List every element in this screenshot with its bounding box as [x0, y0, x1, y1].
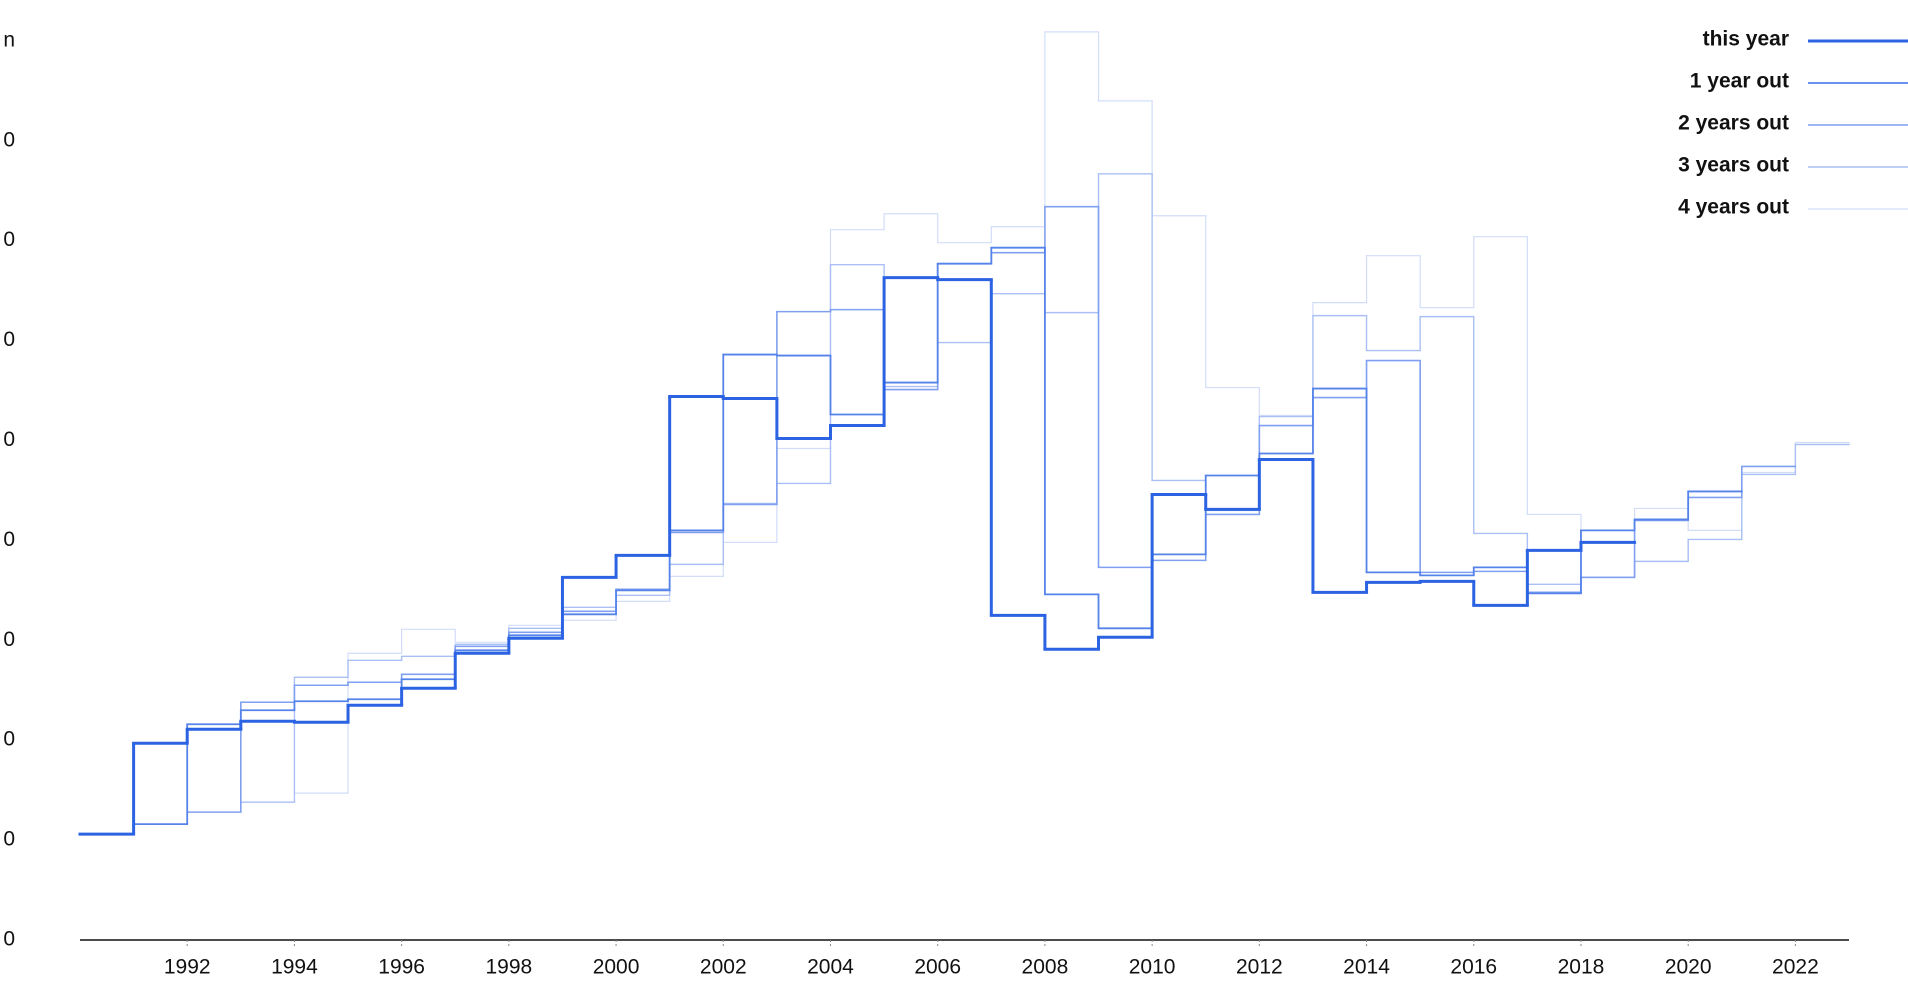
- y-tick-label: 0: [3, 928, 15, 951]
- x-tick-label: 2002: [700, 956, 747, 979]
- x-tick-label: 2018: [1558, 956, 1605, 979]
- legend-label: 2 years out: [1678, 112, 1789, 135]
- x-tick-label: 1994: [271, 956, 318, 979]
- x-tick-label: 2020: [1665, 956, 1712, 979]
- x-tick-label: 2010: [1129, 956, 1176, 979]
- y-tick-label: 0: [3, 828, 15, 851]
- x-tick-label: 2014: [1343, 956, 1390, 979]
- x-tick-label: 1996: [378, 956, 425, 979]
- y-tick-label: 0: [3, 328, 15, 351]
- x-tick-label: 2012: [1236, 956, 1283, 979]
- y-tick-label: 0: [3, 228, 15, 251]
- y-tick-label: 0: [3, 528, 15, 551]
- y-tick-label: 0: [3, 128, 15, 151]
- legend-label: 4 years out: [1678, 196, 1789, 219]
- x-tick-label: 2004: [807, 956, 854, 979]
- x-tick-label: 1992: [164, 956, 211, 979]
- y-tick-label: n: [3, 28, 15, 51]
- legend-label: 1 year out: [1690, 70, 1789, 93]
- y-tick-label: 0: [3, 428, 15, 451]
- x-tick-label: 2006: [914, 956, 961, 979]
- y-tick-label: 0: [3, 628, 15, 651]
- x-tick-label: 2022: [1772, 956, 1819, 979]
- x-tick-label: 2016: [1450, 956, 1497, 979]
- y-tick-label: 0: [3, 728, 15, 751]
- x-tick-label: 1998: [485, 956, 532, 979]
- legend-label: 3 years out: [1678, 154, 1789, 177]
- x-tick-label: 2008: [1022, 956, 1069, 979]
- x-tick-label: 2000: [593, 956, 640, 979]
- legend-label: this year: [1703, 28, 1789, 51]
